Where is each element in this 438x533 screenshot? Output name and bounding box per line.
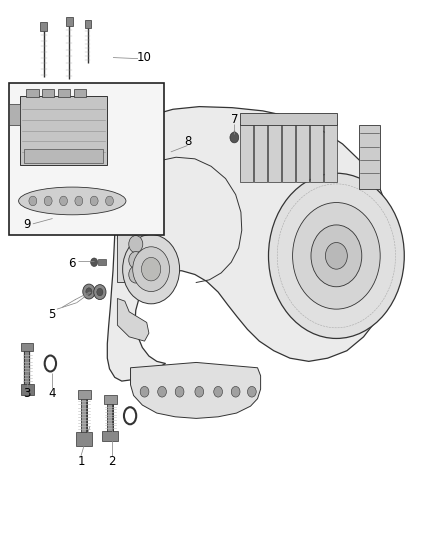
Text: 8: 8 xyxy=(184,135,191,148)
Text: 5: 5 xyxy=(48,308,55,321)
Bar xyxy=(21,343,33,351)
Bar xyxy=(66,17,73,26)
Text: 2: 2 xyxy=(108,455,116,467)
Bar xyxy=(240,124,253,182)
Bar xyxy=(58,89,70,97)
Circle shape xyxy=(141,257,161,281)
Bar xyxy=(78,390,91,399)
Circle shape xyxy=(97,288,103,296)
Bar xyxy=(104,395,117,404)
Bar xyxy=(117,232,153,282)
Bar xyxy=(268,124,281,182)
Bar xyxy=(42,89,54,97)
Polygon shape xyxy=(131,362,261,418)
Text: 3: 3 xyxy=(24,387,31,400)
Bar xyxy=(324,124,337,182)
Circle shape xyxy=(140,386,149,397)
Text: 6: 6 xyxy=(68,257,76,270)
Bar xyxy=(74,89,86,97)
Ellipse shape xyxy=(18,187,126,215)
Bar xyxy=(282,124,295,182)
Bar xyxy=(21,384,34,395)
Text: 7: 7 xyxy=(230,114,238,126)
Bar xyxy=(9,104,20,125)
Circle shape xyxy=(293,203,380,309)
Text: 10: 10 xyxy=(137,51,152,64)
Circle shape xyxy=(29,196,37,206)
Bar xyxy=(26,89,39,97)
Circle shape xyxy=(231,386,240,397)
Bar xyxy=(85,20,91,28)
Text: 9: 9 xyxy=(23,219,31,231)
Circle shape xyxy=(325,243,347,269)
Bar xyxy=(102,431,118,441)
Bar xyxy=(20,96,107,165)
Circle shape xyxy=(195,386,204,397)
Bar xyxy=(24,149,103,163)
Circle shape xyxy=(129,266,143,283)
Circle shape xyxy=(129,252,143,269)
Circle shape xyxy=(83,284,95,299)
Circle shape xyxy=(230,132,239,143)
Circle shape xyxy=(247,386,256,397)
Circle shape xyxy=(175,386,184,397)
Polygon shape xyxy=(107,107,394,381)
Bar xyxy=(359,125,380,189)
Bar xyxy=(9,83,164,235)
Bar xyxy=(40,22,47,31)
Circle shape xyxy=(86,288,92,295)
Bar xyxy=(98,259,106,265)
Circle shape xyxy=(129,236,143,253)
Circle shape xyxy=(91,258,98,266)
Circle shape xyxy=(268,173,404,338)
Circle shape xyxy=(311,225,362,287)
Polygon shape xyxy=(117,298,149,341)
Circle shape xyxy=(94,285,106,300)
Circle shape xyxy=(133,247,170,292)
Text: 1: 1 xyxy=(77,455,85,467)
Circle shape xyxy=(60,196,67,206)
Circle shape xyxy=(106,196,113,206)
Bar xyxy=(240,113,337,125)
Bar xyxy=(310,124,323,182)
Circle shape xyxy=(44,196,52,206)
Bar xyxy=(296,124,309,182)
Bar xyxy=(76,432,92,446)
Circle shape xyxy=(158,386,166,397)
Bar xyxy=(254,124,267,182)
Circle shape xyxy=(123,235,180,304)
Circle shape xyxy=(75,196,83,206)
Circle shape xyxy=(214,386,223,397)
Circle shape xyxy=(90,196,98,206)
Text: 4: 4 xyxy=(48,387,56,400)
